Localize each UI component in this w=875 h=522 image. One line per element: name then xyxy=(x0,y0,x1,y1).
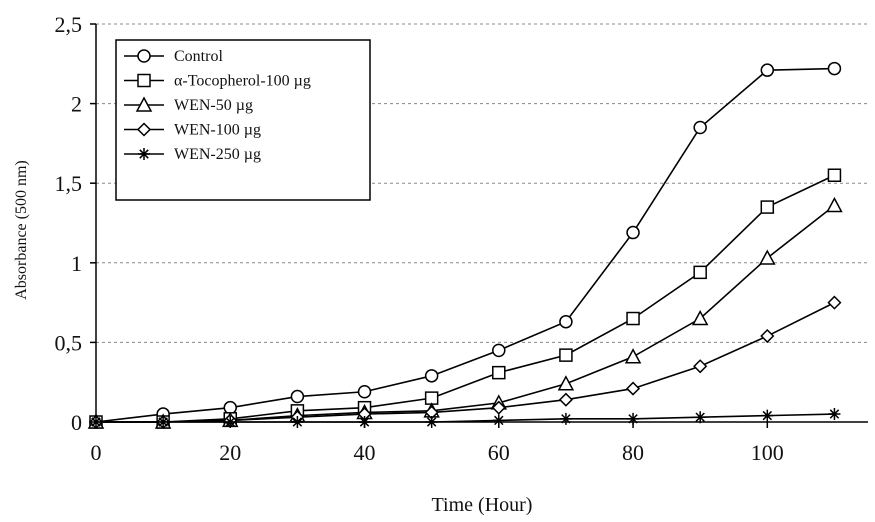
legend: Control α-Tocopherol-100 µg WEN-50 µg WEN-1… xyxy=(115,39,371,201)
series-line xyxy=(96,204,835,423)
data-point xyxy=(828,408,841,421)
data-point xyxy=(558,392,573,407)
data-point xyxy=(826,196,843,213)
x-tick-label: 0 xyxy=(91,440,102,465)
y-tick-label: 0 xyxy=(71,410,82,435)
series-asterisk xyxy=(90,408,841,428)
data-point xyxy=(759,249,776,265)
data-point xyxy=(693,120,707,135)
data-point xyxy=(693,359,708,374)
legend-item: Control xyxy=(124,48,223,65)
data-point xyxy=(626,225,640,240)
x-tick-label: 100 xyxy=(751,440,784,465)
x-axis-title: Time (Hour) xyxy=(432,494,533,516)
y-tick-label: 0,5 xyxy=(55,330,83,355)
y-axis-title: Absorbance (500 nm) xyxy=(13,160,30,300)
data-point xyxy=(694,411,707,424)
legend-label: WEN-100 µg xyxy=(174,122,261,139)
legend-marker xyxy=(137,49,151,63)
data-point xyxy=(559,348,573,362)
y-tick-label: 1,5 xyxy=(55,171,83,196)
data-point xyxy=(425,416,438,428)
data-point xyxy=(559,314,573,329)
data-point xyxy=(291,416,304,428)
data-point xyxy=(157,416,170,428)
data-point xyxy=(492,414,505,427)
series-square xyxy=(89,168,842,429)
data-point xyxy=(760,328,775,344)
data-point xyxy=(760,63,775,77)
data-point xyxy=(224,416,237,428)
y-tick-label: 2,5 xyxy=(55,12,83,37)
legend-marker xyxy=(135,96,153,112)
data-point xyxy=(492,343,506,358)
data-point xyxy=(691,309,709,326)
legend-marker xyxy=(136,122,152,137)
x-tick-label: 60 xyxy=(488,440,510,465)
data-point xyxy=(626,311,640,326)
data-point xyxy=(424,369,439,383)
data-point xyxy=(827,295,842,310)
legend-item: α-Tocopherol-100 µg xyxy=(124,73,311,90)
data-point xyxy=(827,168,842,182)
series-line xyxy=(96,413,835,423)
x-tick-label: 80 xyxy=(622,440,644,465)
data-point xyxy=(358,416,371,428)
legend-label: Control xyxy=(174,48,223,65)
tick-labels: 0 0,5 1 1,5 2 2,5 0 20 40 60 80 100 xyxy=(55,12,784,465)
x-tick-label: 20 xyxy=(219,440,241,465)
legend-item: WEN-50 µg xyxy=(124,96,253,114)
data-point xyxy=(491,400,506,415)
data-point xyxy=(624,348,642,364)
data-point xyxy=(90,416,102,428)
series-line xyxy=(96,174,835,423)
legend-label: α-Tocopherol-100 µg xyxy=(174,73,311,90)
data-point xyxy=(760,200,775,214)
data-point xyxy=(627,412,640,425)
data-point xyxy=(557,375,575,391)
data-point xyxy=(559,412,572,425)
legend-box xyxy=(115,39,371,201)
series-line xyxy=(95,67,835,423)
legend-marker xyxy=(137,73,151,88)
y-tick-label: 2 xyxy=(71,92,82,117)
series-group xyxy=(87,61,843,430)
data-point xyxy=(761,409,774,422)
legend-item: WEN-100 µg xyxy=(124,122,261,139)
x-tick-label: 40 xyxy=(354,440,376,465)
data-point xyxy=(827,61,842,76)
legend-item: WEN-250 µg xyxy=(124,146,261,163)
series-triangle xyxy=(87,196,843,429)
data-point xyxy=(693,265,707,280)
data-point xyxy=(492,365,506,380)
legend-label: WEN-250 µg xyxy=(174,146,261,163)
series-line xyxy=(96,301,835,423)
data-point xyxy=(290,389,305,404)
data-point xyxy=(357,385,372,399)
y-tick-label: 1 xyxy=(71,251,82,276)
legend-label: WEN-50 µg xyxy=(174,97,253,114)
legend-marker xyxy=(138,148,150,160)
data-point xyxy=(625,381,641,396)
